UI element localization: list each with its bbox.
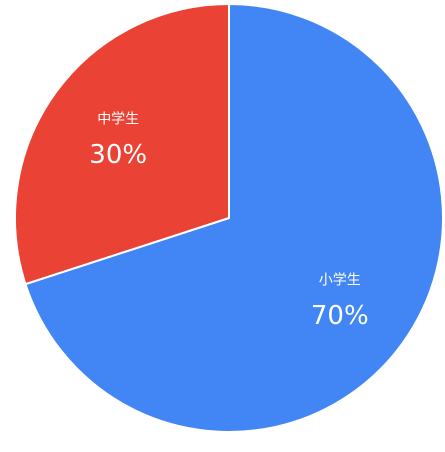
pie-slice <box>14 2 230 286</box>
slice-category-label: 中学生 <box>97 111 139 127</box>
pie-slice <box>24 2 444 433</box>
slice-value-label: 30% <box>89 140 147 170</box>
slice-value-label: 70% <box>311 301 369 331</box>
slice-category-label: 小学生 <box>319 273 361 289</box>
